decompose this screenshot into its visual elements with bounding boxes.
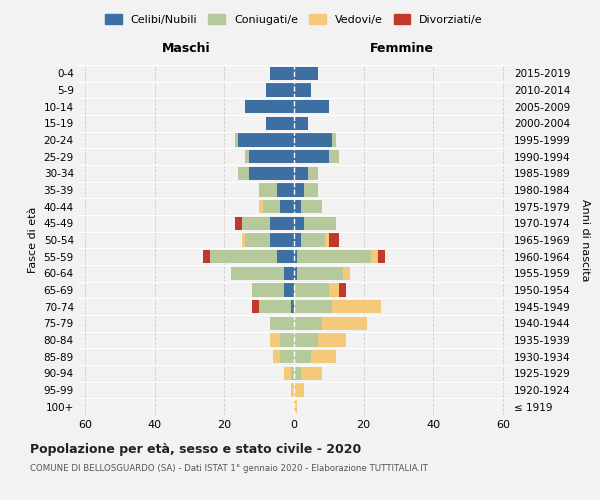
Bar (245, 150, 249, 164)
Bar (294, 66, 319, 80)
Bar (308, 166, 319, 180)
Bar (269, 316, 294, 330)
Bar (343, 266, 350, 280)
Bar (304, 216, 336, 230)
Bar (269, 216, 294, 230)
Bar (294, 350, 311, 364)
Bar (269, 66, 294, 80)
Bar (294, 250, 298, 264)
Legend: Celibi/Nubili, Coniugati/e, Vedovi/e, Divorziati/e: Celibi/Nubili, Coniugati/e, Vedovi/e, Di… (102, 10, 486, 28)
Bar (277, 184, 294, 196)
Bar (294, 184, 304, 196)
Bar (294, 334, 319, 346)
Bar (284, 366, 290, 380)
Bar (294, 234, 301, 246)
Bar (371, 250, 377, 264)
Bar (252, 284, 284, 296)
Bar (329, 234, 339, 246)
Bar (238, 134, 294, 146)
Bar (294, 284, 329, 296)
Bar (266, 84, 294, 96)
Text: Maschi: Maschi (161, 42, 211, 55)
Bar (245, 100, 294, 114)
Bar (269, 334, 280, 346)
Bar (259, 184, 277, 196)
Bar (377, 250, 385, 264)
Bar (238, 166, 249, 180)
Bar (294, 150, 329, 164)
Bar (284, 266, 294, 280)
Text: COMUNE DI BELLOSGUARDO (SA) - Dati ISTAT 1° gennaio 2020 - Elaborazione TUTTITAL: COMUNE DI BELLOSGUARDO (SA) - Dati ISTAT… (30, 464, 428, 473)
Bar (329, 284, 339, 296)
Bar (294, 216, 304, 230)
Bar (245, 234, 269, 246)
Bar (294, 116, 308, 130)
Bar (290, 384, 294, 396)
Bar (294, 300, 332, 314)
Bar (280, 334, 294, 346)
Bar (319, 334, 346, 346)
Bar (203, 250, 211, 264)
Bar (249, 166, 294, 180)
Bar (322, 316, 367, 330)
Y-axis label: Anni di nascita: Anni di nascita (580, 198, 590, 281)
Bar (298, 266, 343, 280)
Bar (259, 200, 263, 213)
Bar (329, 150, 339, 164)
Bar (252, 300, 259, 314)
Bar (304, 184, 319, 196)
Bar (290, 366, 294, 380)
Bar (242, 234, 245, 246)
Bar (263, 200, 280, 213)
Bar (277, 250, 294, 264)
Text: Popolazione per età, sesso e stato civile - 2020: Popolazione per età, sesso e stato civil… (30, 442, 361, 456)
Bar (294, 134, 332, 146)
Bar (311, 350, 336, 364)
Bar (294, 400, 298, 413)
Bar (294, 200, 301, 213)
Bar (294, 366, 301, 380)
Bar (301, 234, 325, 246)
Bar (301, 200, 322, 213)
Bar (332, 300, 381, 314)
Bar (280, 200, 294, 213)
Bar (249, 150, 294, 164)
Y-axis label: Fasce di età: Fasce di età (28, 207, 38, 273)
Bar (273, 350, 280, 364)
Bar (325, 234, 329, 246)
Bar (259, 300, 290, 314)
Bar (339, 284, 346, 296)
Bar (301, 366, 322, 380)
Bar (294, 84, 311, 96)
Bar (294, 166, 308, 180)
Bar (280, 350, 294, 364)
Bar (269, 234, 294, 246)
Bar (294, 100, 329, 114)
Bar (294, 316, 322, 330)
Bar (266, 116, 294, 130)
Bar (284, 284, 294, 296)
Bar (235, 216, 242, 230)
Bar (242, 216, 269, 230)
Bar (211, 250, 277, 264)
Bar (294, 266, 298, 280)
Bar (235, 134, 238, 146)
Bar (294, 384, 304, 396)
Bar (298, 250, 371, 264)
Text: Femmine: Femmine (370, 42, 434, 55)
Bar (231, 266, 284, 280)
Bar (332, 134, 336, 146)
Bar (290, 300, 294, 314)
